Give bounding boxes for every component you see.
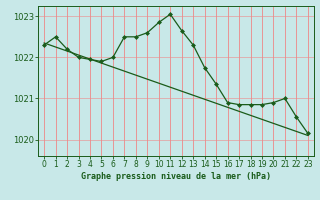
X-axis label: Graphe pression niveau de la mer (hPa): Graphe pression niveau de la mer (hPa) xyxy=(81,172,271,181)
